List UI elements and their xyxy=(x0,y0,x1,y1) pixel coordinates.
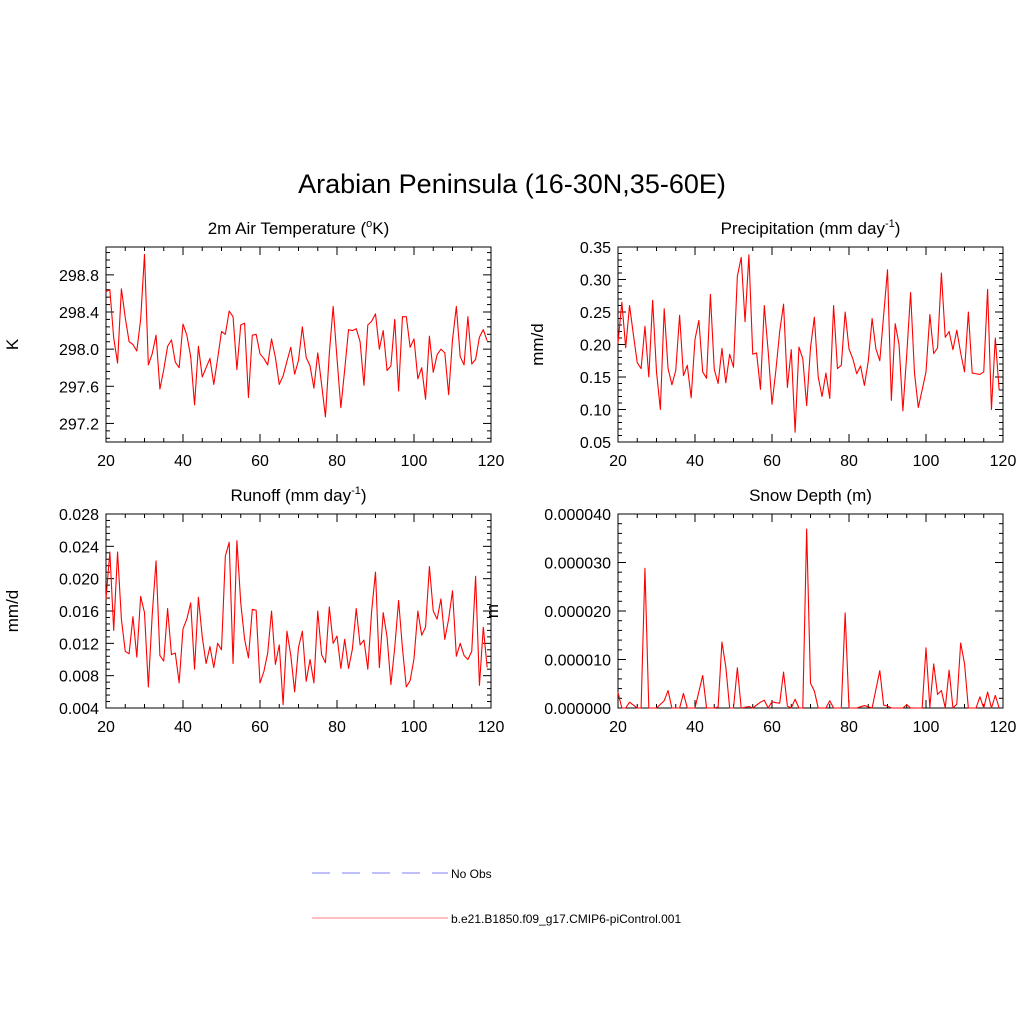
runoff-y-tick-label: 0.004 xyxy=(59,701,99,718)
precipitation-x-tick-label: 100 xyxy=(913,453,940,470)
snow-depth-y-tick-label: 0.000010 xyxy=(544,653,611,670)
precipitation-y-tick-label: 0.05 xyxy=(580,435,611,452)
runoff-y-tick-label: 0.020 xyxy=(59,572,99,589)
snow-depth-y-tick-label: 0.000030 xyxy=(544,556,611,573)
runoff-x-tick-label: 60 xyxy=(251,719,269,736)
precipitation-y-tick-label: 0.30 xyxy=(580,273,611,290)
air-temperature-series-line xyxy=(105,253,488,418)
precipitation-panel-title: Precipitation (mm day-1) xyxy=(721,218,901,238)
figure-title: Arabian Peninsula (16-30N,35-60E) xyxy=(298,169,726,199)
air-temperature-panel-title-main: 2m Air Temperature ( xyxy=(208,219,367,238)
snow-depth-x-tick-label: 20 xyxy=(609,719,627,736)
snow-depth-panel-title: Snow Depth (m) xyxy=(749,486,872,505)
snow-depth-x-tick-label: 80 xyxy=(840,719,858,736)
legend-obs-label: No Obs xyxy=(451,867,492,881)
snow-depth-x-tick-label: 120 xyxy=(990,719,1017,736)
panel-snow-depth: 20 40 60 80 100 120 0.000000 0.000010 0.000020 0.… xyxy=(483,486,1016,736)
precipitation-y-tick-label: 0.25 xyxy=(580,305,611,322)
snow-depth-x-tick-label: 100 xyxy=(913,719,940,736)
air-temperature-y-tick-label: 298.0 xyxy=(59,342,99,359)
air-temperature-x-tick-label: 100 xyxy=(401,453,428,470)
precipitation-x-tick-label: 20 xyxy=(609,453,627,470)
precipitation-x-tick-label: 40 xyxy=(686,453,704,470)
runoff-x-tick-label: 120 xyxy=(478,719,505,736)
snow-depth-y-tick-label: 0.000040 xyxy=(544,507,611,524)
runoff-series-line xyxy=(105,540,488,706)
precipitation-y-tick-label: 0.15 xyxy=(580,370,611,387)
runoff-y-tick-label: 0.016 xyxy=(59,604,99,621)
air-temperature-y-tick-label: 297.2 xyxy=(59,416,99,433)
snow-depth-panel-title-main: Snow Depth (m) xyxy=(749,486,872,505)
runoff-x-tick-label: 80 xyxy=(328,719,346,736)
air-temperature-x-tick-label: 40 xyxy=(174,453,192,470)
runoff-panel-title-main: Runoff (mm day xyxy=(230,486,351,505)
runoff-y-tick-label: 0.028 xyxy=(59,507,99,524)
air-temperature-y-tick-label: 298.8 xyxy=(59,268,99,285)
snow-depth-y-tick-label: 0.000020 xyxy=(544,604,611,621)
air-temperature-y-tick-label: 298.4 xyxy=(59,305,99,322)
snow-depth-series-line xyxy=(617,528,1000,709)
legend-model-label: b.e21.B1850.f09_g17.CMIP6-piControl.001 xyxy=(451,912,681,926)
precipitation-y-tick-label: 0.35 xyxy=(580,240,611,257)
snow-depth-x-tick-label: 60 xyxy=(763,719,781,736)
snow-depth-y-tick-label: 0.000000 xyxy=(544,701,611,718)
runoff-y-tick-label: 0.008 xyxy=(59,669,99,686)
legend: No Obs b.e21.B1850.f09_g17.CMIP6-piContr… xyxy=(312,867,681,926)
runoff-panel-title: Runoff (mm day-1) xyxy=(230,485,366,505)
air-temperature-plot-frame xyxy=(105,246,492,443)
runoff-x-tick-label: 20 xyxy=(97,719,115,736)
runoff-y-axis-label: mm/d xyxy=(3,590,22,633)
precipitation-panel-title-main: Precipitation (mm day xyxy=(721,219,886,238)
air-temperature-x-tick-label: 60 xyxy=(251,453,269,470)
snow-depth-x-tick-label: 40 xyxy=(686,719,704,736)
panel-precipitation: 20 40 60 80 100 120 0.05 0.10 0.15 0.20 0.25 0.30 0.… xyxy=(528,218,1016,470)
air-temperature-y-axis-label: K xyxy=(3,338,22,350)
air-temperature-panel-title-superscript: o xyxy=(366,218,372,230)
runoff-x-tick-label: 40 xyxy=(174,719,192,736)
air-temperature-x-tick-label: 20 xyxy=(97,453,115,470)
precipitation-x-tick-label: 80 xyxy=(840,453,858,470)
precipitation-panel-title-end: ) xyxy=(895,219,901,238)
runoff-y-tick-label: 0.012 xyxy=(59,636,99,653)
air-temperature-x-tick-label: 120 xyxy=(478,453,505,470)
air-temperature-panel-title-end: K) xyxy=(372,219,389,238)
runoff-y-tick-label: 0.024 xyxy=(59,539,99,556)
runoff-panel-title-end: ) xyxy=(361,486,367,505)
air-temperature-y-tick-label: 297.6 xyxy=(59,379,99,396)
air-temperature-x-tick-label: 80 xyxy=(328,453,346,470)
precipitation-x-tick-label: 60 xyxy=(763,453,781,470)
runoff-panel-title-superscript: -1 xyxy=(351,485,361,497)
air-temperature-panel-title: 2m Air Temperature (oK) xyxy=(208,218,390,238)
precipitation-y-tick-label: 0.20 xyxy=(580,338,611,355)
snow-depth-y-axis-label: m xyxy=(483,604,502,618)
panel-runoff: 20 40 60 80 100 120 0.004 0.008 0.012 0.016 0.020 0… xyxy=(3,485,504,736)
precipitation-y-tick-label: 0.10 xyxy=(580,403,611,420)
panel-air-temperature: 20 40 60 80 100 120 297.2 297.6 298.0 298.4 298.8 2… xyxy=(3,218,504,470)
precipitation-panel-title-superscript: -1 xyxy=(885,218,895,230)
runoff-x-tick-label: 100 xyxy=(401,719,428,736)
precipitation-series-line xyxy=(617,254,1000,433)
precipitation-y-axis-label: mm/d xyxy=(528,323,547,366)
precipitation-x-tick-label: 120 xyxy=(990,453,1017,470)
